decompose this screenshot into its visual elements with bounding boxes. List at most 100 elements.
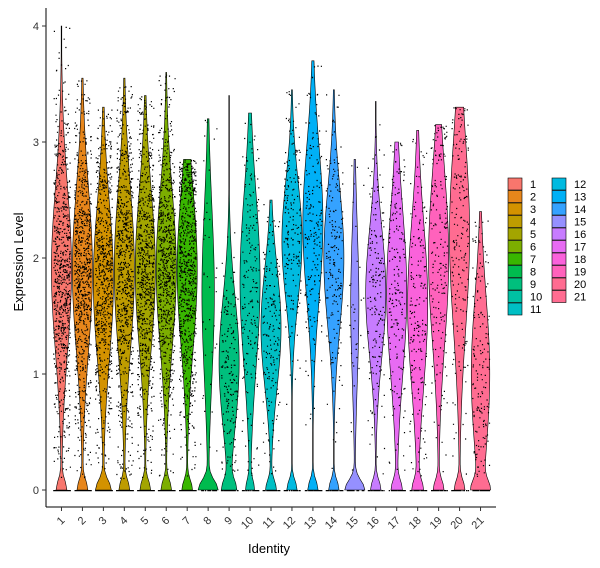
legend-label: 21 [574, 292, 586, 304]
legend-item-8: 8 [507, 265, 536, 279]
x-axis: 1 2 3 4 5 6 7 8 9 10 11 12 13 14 15 16 17 18 19 20 21 [46, 506, 496, 532]
legend-swatch [507, 240, 523, 253]
legend-item-20: 20 [551, 277, 586, 291]
legend-label: 16 [574, 229, 586, 241]
x-tick-label: 4 [118, 515, 131, 528]
legend-item-16: 16 [551, 227, 586, 241]
y-tick-label: 2 [33, 253, 39, 265]
legend-swatch [507, 277, 523, 291]
x-axis-title: Identity [248, 541, 290, 556]
legend-label: 5 [530, 229, 536, 241]
legend-swatch [507, 177, 523, 191]
data-points-21 [472, 220, 491, 492]
x-tick-label: 15 [344, 515, 361, 532]
data-points-1 [53, 26, 72, 492]
legend-swatch [551, 190, 567, 203]
legend-item-4: 4 [507, 215, 536, 229]
violin-shape-3 [93, 106, 114, 491]
legend-swatch [551, 202, 567, 216]
legend-item-10: 10 [507, 290, 542, 304]
x-tick-label: 3 [97, 515, 110, 528]
legend-swatch [551, 227, 567, 241]
legend-label: 4 [530, 217, 536, 229]
x-tick-label: 16 [365, 515, 382, 532]
legend-swatch [551, 240, 567, 253]
y-tick-label: 4 [33, 21, 39, 33]
x-tick-label: 11 [261, 515, 278, 532]
x-tick-label: 19 [428, 515, 445, 532]
violin-20 [449, 106, 470, 492]
legend-item-12: 12 [551, 177, 586, 191]
data-points-5 [136, 96, 155, 492]
legend-item-3: 3 [507, 202, 536, 216]
legend-item-18: 18 [551, 252, 586, 266]
legend-label: 6 [530, 242, 536, 254]
legend-item-21: 21 [551, 290, 586, 304]
legend-label: 20 [574, 279, 586, 291]
violin-3 [93, 106, 114, 492]
violin-21 [470, 211, 491, 492]
legend-label: 7 [530, 254, 536, 266]
x-tick-label: 12 [281, 515, 298, 532]
y-tick-label: 3 [33, 137, 39, 149]
legend-label: 11 [530, 304, 541, 316]
violin-1 [51, 25, 72, 492]
legend-swatch [507, 190, 523, 203]
x-tick-label: 1 [55, 515, 68, 528]
legend-swatch [551, 252, 567, 266]
legend-swatch [507, 227, 523, 241]
violin-17 [386, 141, 408, 492]
legend-item-15: 15 [551, 215, 586, 229]
legend-label: 13 [574, 192, 586, 204]
legend-swatch [551, 215, 567, 228]
legend-swatch [551, 265, 567, 278]
legend-item-1: 1 [507, 177, 536, 191]
data-points-7 [178, 159, 197, 492]
legend-swatch [507, 265, 523, 278]
legend-item-7: 7 [507, 252, 536, 266]
data-points-3 [95, 109, 113, 492]
plot-area [51, 25, 491, 492]
legend-swatch [551, 177, 567, 191]
y-axis: 0 1 2 3 4 [33, 8, 47, 507]
data-points-6 [157, 74, 176, 492]
legend-item-6: 6 [507, 240, 536, 254]
violin-shape-15 [344, 159, 366, 491]
y-axis-title: Expression Level [11, 212, 26, 311]
legend-swatch [551, 277, 567, 291]
violin-shape-9 [218, 95, 240, 491]
x-tick-label: 21 [469, 515, 486, 532]
violin-shape-19 [428, 124, 449, 491]
data-points-19 [430, 125, 449, 492]
violin-16 [365, 101, 387, 492]
violin-9 [218, 95, 240, 492]
legend-label: 10 [530, 292, 542, 304]
x-tick-label: 13 [302, 515, 319, 532]
legend-label: 12 [574, 179, 586, 191]
legend-swatch [507, 215, 523, 228]
violin-19 [428, 124, 449, 492]
legend-label: 1 [530, 179, 536, 191]
x-tick-label: 18 [407, 515, 424, 532]
violin-shape-2 [72, 77, 93, 491]
violin-2 [72, 77, 93, 492]
violin-shape-18 [407, 130, 429, 491]
legend-item-5: 5 [507, 227, 536, 241]
legend-item-11: 11 [507, 302, 541, 316]
violin-shape-20 [449, 106, 470, 491]
legend-swatch [551, 290, 567, 303]
legend-label: 17 [574, 242, 586, 254]
legend-label: 8 [530, 267, 536, 279]
legend-swatch [507, 252, 523, 266]
x-tick-label: 10 [239, 515, 256, 532]
legend-label: 14 [574, 204, 586, 216]
x-tick-label: 2 [76, 515, 89, 528]
data-points-11 [262, 201, 281, 492]
legend-label: 15 [574, 217, 586, 229]
violin-18 [407, 130, 429, 492]
legend-swatch [507, 290, 523, 303]
x-tick-label: 8 [201, 515, 214, 528]
violin-7 [176, 159, 198, 492]
